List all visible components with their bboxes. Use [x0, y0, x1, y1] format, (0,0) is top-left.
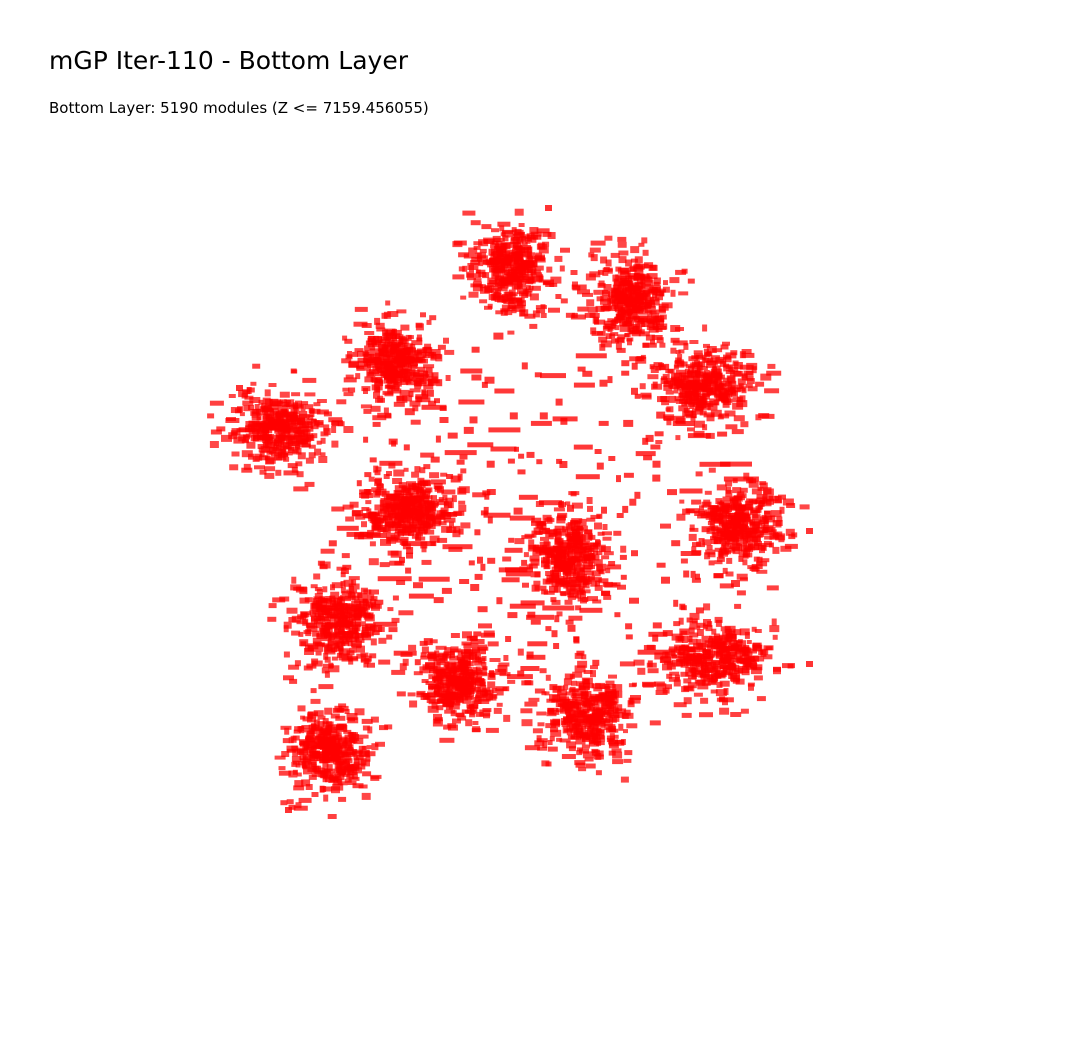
module-cluster	[267, 549, 413, 689]
module-cluster	[275, 688, 393, 819]
module-cluster	[391, 623, 533, 742]
module-cluster	[660, 468, 810, 596]
module-cluster	[634, 603, 796, 718]
module-cluster	[207, 364, 353, 492]
module-cluster	[452, 209, 577, 335]
